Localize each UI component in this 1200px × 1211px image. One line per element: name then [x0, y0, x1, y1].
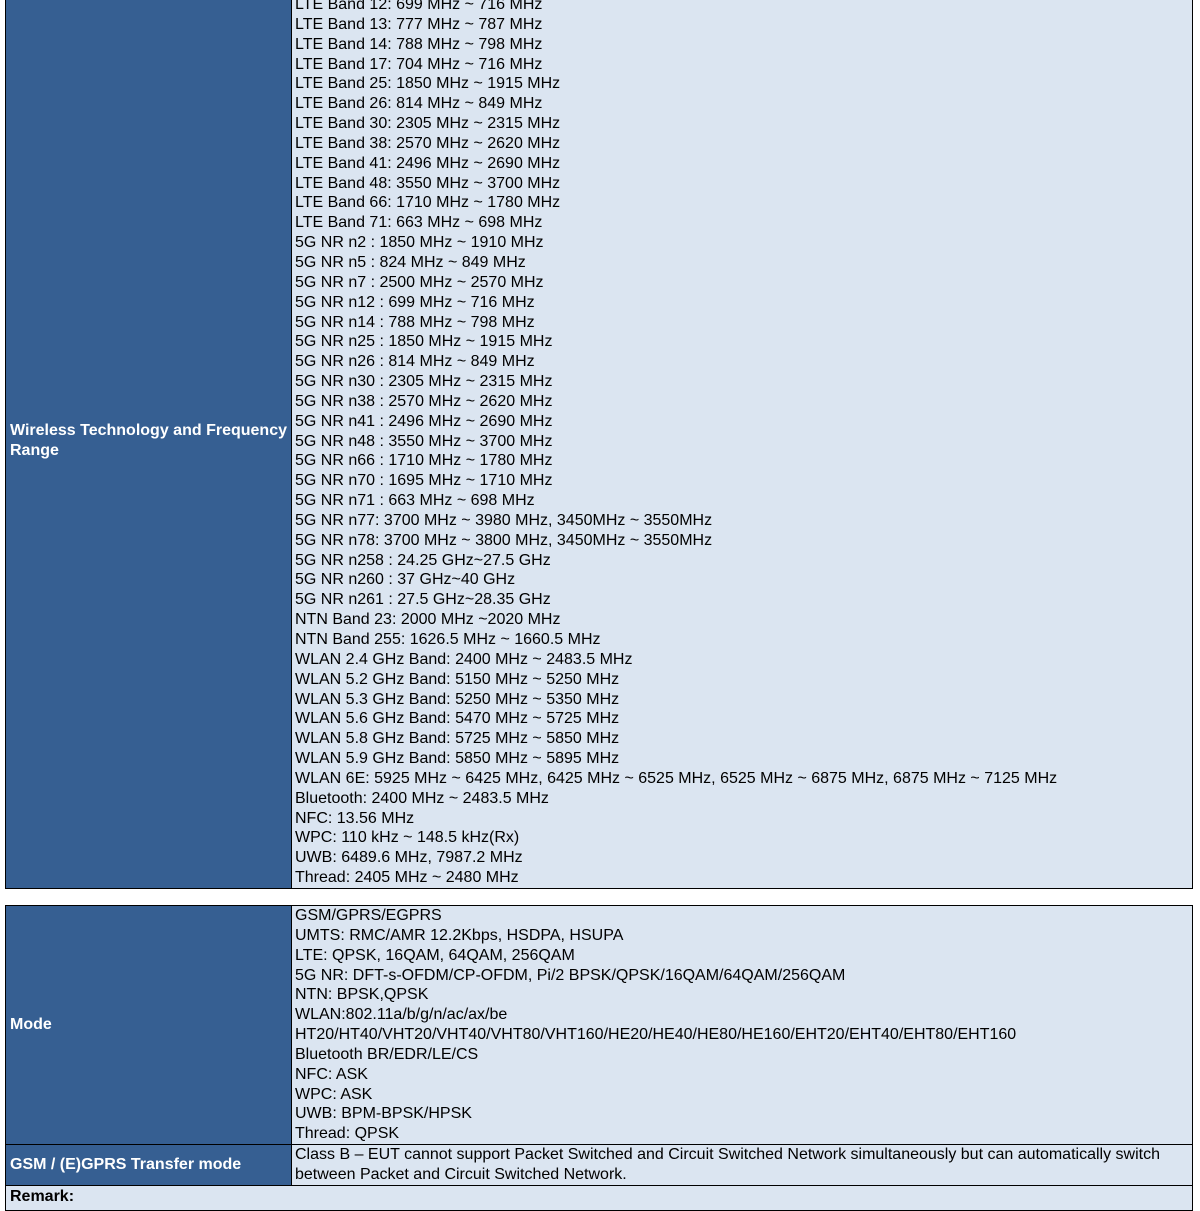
list-item: Bluetooth BR/EDR/LE/CS: [295, 1045, 479, 1063]
list-item: 5G NR n41 : 2496 MHz ~ 2690 MHz: [295, 412, 553, 430]
table-row: Mode GSM/GPRS/EGPRS UMTS: RMC/AMR 12.2Kbp…: [5, 904, 1193, 1146]
list-item: LTE Band 17: 704 MHz ~ 716 MHz: [295, 55, 543, 73]
row-value: Class B – EUT cannot support Packet Swit…: [291, 1144, 1193, 1186]
list-item: Bluetooth: 2400 MHz ~ 2483.5 MHz: [295, 789, 549, 807]
list-item: NFC: ASK: [295, 1065, 368, 1083]
list-item: LTE Band 25: 1850 MHz ~ 1915 MHz: [295, 75, 561, 93]
list-item: LTE Band 71: 663 MHz ~ 698 MHz: [295, 214, 543, 232]
list-item: LTE Band 38: 2570 MHz ~ 2620 MHz: [295, 134, 561, 152]
list-item: LTE Band 48: 3550 MHz ~ 3700 MHz: [295, 174, 561, 192]
list-item: UWB: 6489.6 MHz, 7987.2 MHz: [295, 849, 523, 867]
mode-list: GSM/GPRS/EGPRS UMTS: RMC/AMR 12.2Kbps, HS…: [291, 904, 1193, 1146]
list-item: UWB: BPM-BPSK/HPSK: [295, 1105, 472, 1123]
list-item: WLAN 5.2 GHz Band: 5150 MHz ~ 5250 MHz: [295, 670, 620, 688]
list-item: 5G NR n30 : 2305 MHz ~ 2315 MHz: [295, 373, 553, 391]
list-item: WPC: 110 kHz ~ 148.5 kHz(Rx): [295, 829, 520, 847]
table-row: GSM / (E)GPRS Transfer mode Class B – EU…: [5, 1144, 1193, 1186]
mode-table: Mode GSM/GPRS/EGPRS UMTS: RMC/AMR 12.2Kbp…: [5, 904, 1193, 1211]
table-row: Remark:: [5, 1184, 1193, 1211]
wireless-frequency-table: Wireless Technology and Frequency Range …: [5, 0, 1193, 889]
list-item: UMTS: RMC/AMR 12.2Kbps, HSDPA, HSUPA: [295, 926, 624, 944]
list-item: NTN: BPSK,QPSK: [295, 986, 429, 1004]
row-label: Wireless Technology and Frequency Range: [5, 0, 292, 889]
row-label: Mode: [5, 904, 292, 1146]
frequency-list: LTE Band 12: 699 MHz ~ 716 MHz LTE Band 1…: [291, 0, 1193, 889]
list-item: 5G NR n71 : 663 MHz ~ 698 MHz: [295, 492, 535, 510]
list-item: LTE Band 26: 814 MHz ~ 849 MHz: [295, 95, 543, 113]
list-item: 5G NR n70 : 1695 MHz ~ 1710 MHz: [295, 472, 553, 490]
remark-label: Remark:: [5, 1184, 1193, 1211]
list-item: 5G NR n25 : 1850 MHz ~ 1915 MHz: [295, 333, 553, 351]
list-item: WLAN 2.4 GHz Band: 2400 MHz ~ 2483.5 MHz: [295, 650, 633, 668]
list-item: 5G NR n14 : 788 MHz ~ 798 MHz: [295, 313, 535, 331]
list-item: WLAN 5.6 GHz Band: 5470 MHz ~ 5725 MHz: [295, 710, 620, 728]
list-item: LTE Band 12: 699 MHz ~ 716 MHz: [295, 0, 543, 13]
list-item: 5G NR n38 : 2570 MHz ~ 2620 MHz: [295, 392, 553, 410]
list-item: HT20/HT40/VHT20/VHT40/VHT80/VHT160/HE20/…: [295, 1026, 1017, 1044]
list-item: 5G NR n78: 3700 MHz ~ 3800 MHz, 3450MHz …: [295, 531, 713, 549]
list-item: GSM/GPRS/EGPRS: [295, 907, 442, 924]
table-row: Wireless Technology and Frequency Range …: [5, 0, 1193, 889]
list-item: 5G NR n12 : 699 MHz ~ 716 MHz: [295, 293, 535, 311]
list-item: Thread: QPSK: [295, 1125, 400, 1143]
list-item: LTE Band 66: 1710 MHz ~ 1780 MHz: [295, 194, 561, 212]
list-item: WLAN 5.9 GHz Band: 5850 MHz ~ 5895 MHz: [295, 750, 620, 768]
list-item: 5G NR n5 : 824 MHz ~ 849 MHz: [295, 253, 526, 271]
list-item: 5G NR n66 : 1710 MHz ~ 1780 MHz: [295, 452, 553, 470]
list-item: NTN Band 23: 2000 MHz ~2020 MHz: [295, 611, 561, 629]
list-item: WLAN 6E: 5925 MHz ~ 6425 MHz, 6425 MHz ~…: [295, 769, 1058, 787]
list-item: LTE Band 13: 777 MHz ~ 787 MHz: [295, 15, 543, 33]
list-item: 5G NR n77: 3700 MHz ~ 3980 MHz, 3450MHz …: [295, 511, 713, 529]
list-item: 5G NR n2 : 1850 MHz ~ 1910 MHz: [295, 234, 544, 252]
list-item: 5G NR n258 : 24.25 GHz~27.5 GHz: [295, 551, 551, 569]
list-item: WLAN 5.3 GHz Band: 5250 MHz ~ 5350 MHz: [295, 690, 620, 708]
list-item: 5G NR n48 : 3550 MHz ~ 3700 MHz: [295, 432, 553, 450]
list-item: 5G NR n260 : 37 GHz~40 GHz: [295, 571, 516, 589]
list-item: WLAN:802.11a/b/g/n/ac/ax/be: [295, 1006, 508, 1024]
list-item: LTE: QPSK, 16QAM, 64QAM, 256QAM: [295, 946, 575, 964]
list-item: Thread: 2405 MHz ~ 2480 MHz: [295, 869, 519, 887]
list-item: 5G NR n7 : 2500 MHz ~ 2570 MHz: [295, 273, 544, 291]
list-item: LTE Band 14: 788 MHz ~ 798 MHz: [295, 35, 543, 53]
list-item: LTE Band 41: 2496 MHz ~ 2690 MHz: [295, 154, 561, 172]
row-label: GSM / (E)GPRS Transfer mode: [5, 1144, 292, 1186]
list-item: NTN Band 255: 1626.5 MHz ~ 1660.5 MHz: [295, 631, 601, 648]
list-item: NFC: 13.56 MHz: [295, 809, 415, 827]
list-item: WLAN 5.8 GHz Band: 5725 MHz ~ 5850 MHz: [295, 730, 620, 748]
list-item: LTE Band 30: 2305 MHz ~ 2315 MHz: [295, 115, 561, 133]
list-item: 5G NR n26 : 814 MHz ~ 849 MHz: [295, 353, 535, 371]
list-item: WPC: ASK: [295, 1085, 373, 1103]
list-item: 5G NR n261 : 27.5 GHz~28.35 GHz: [295, 591, 551, 609]
list-item: 5G NR: DFT-s-OFDM/CP-OFDM, Pi/2 BPSK/QPS…: [295, 966, 846, 984]
